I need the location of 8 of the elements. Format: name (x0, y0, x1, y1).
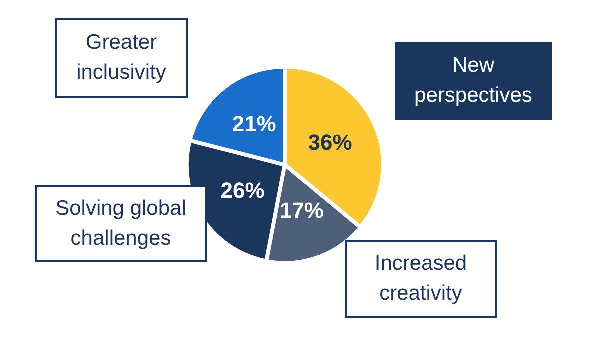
data-label: 17% (280, 198, 324, 224)
slice-label: Solving global challenges (54, 196, 188, 252)
slice-label: Increased creativity (374, 251, 468, 307)
slice-label: New perspectives (414, 53, 534, 109)
data-label: 26% (220, 178, 265, 203)
slice-label: Greater inclusivity (76, 30, 168, 86)
data-label: 36% (308, 130, 352, 155)
data-label: 21% (232, 112, 276, 137)
